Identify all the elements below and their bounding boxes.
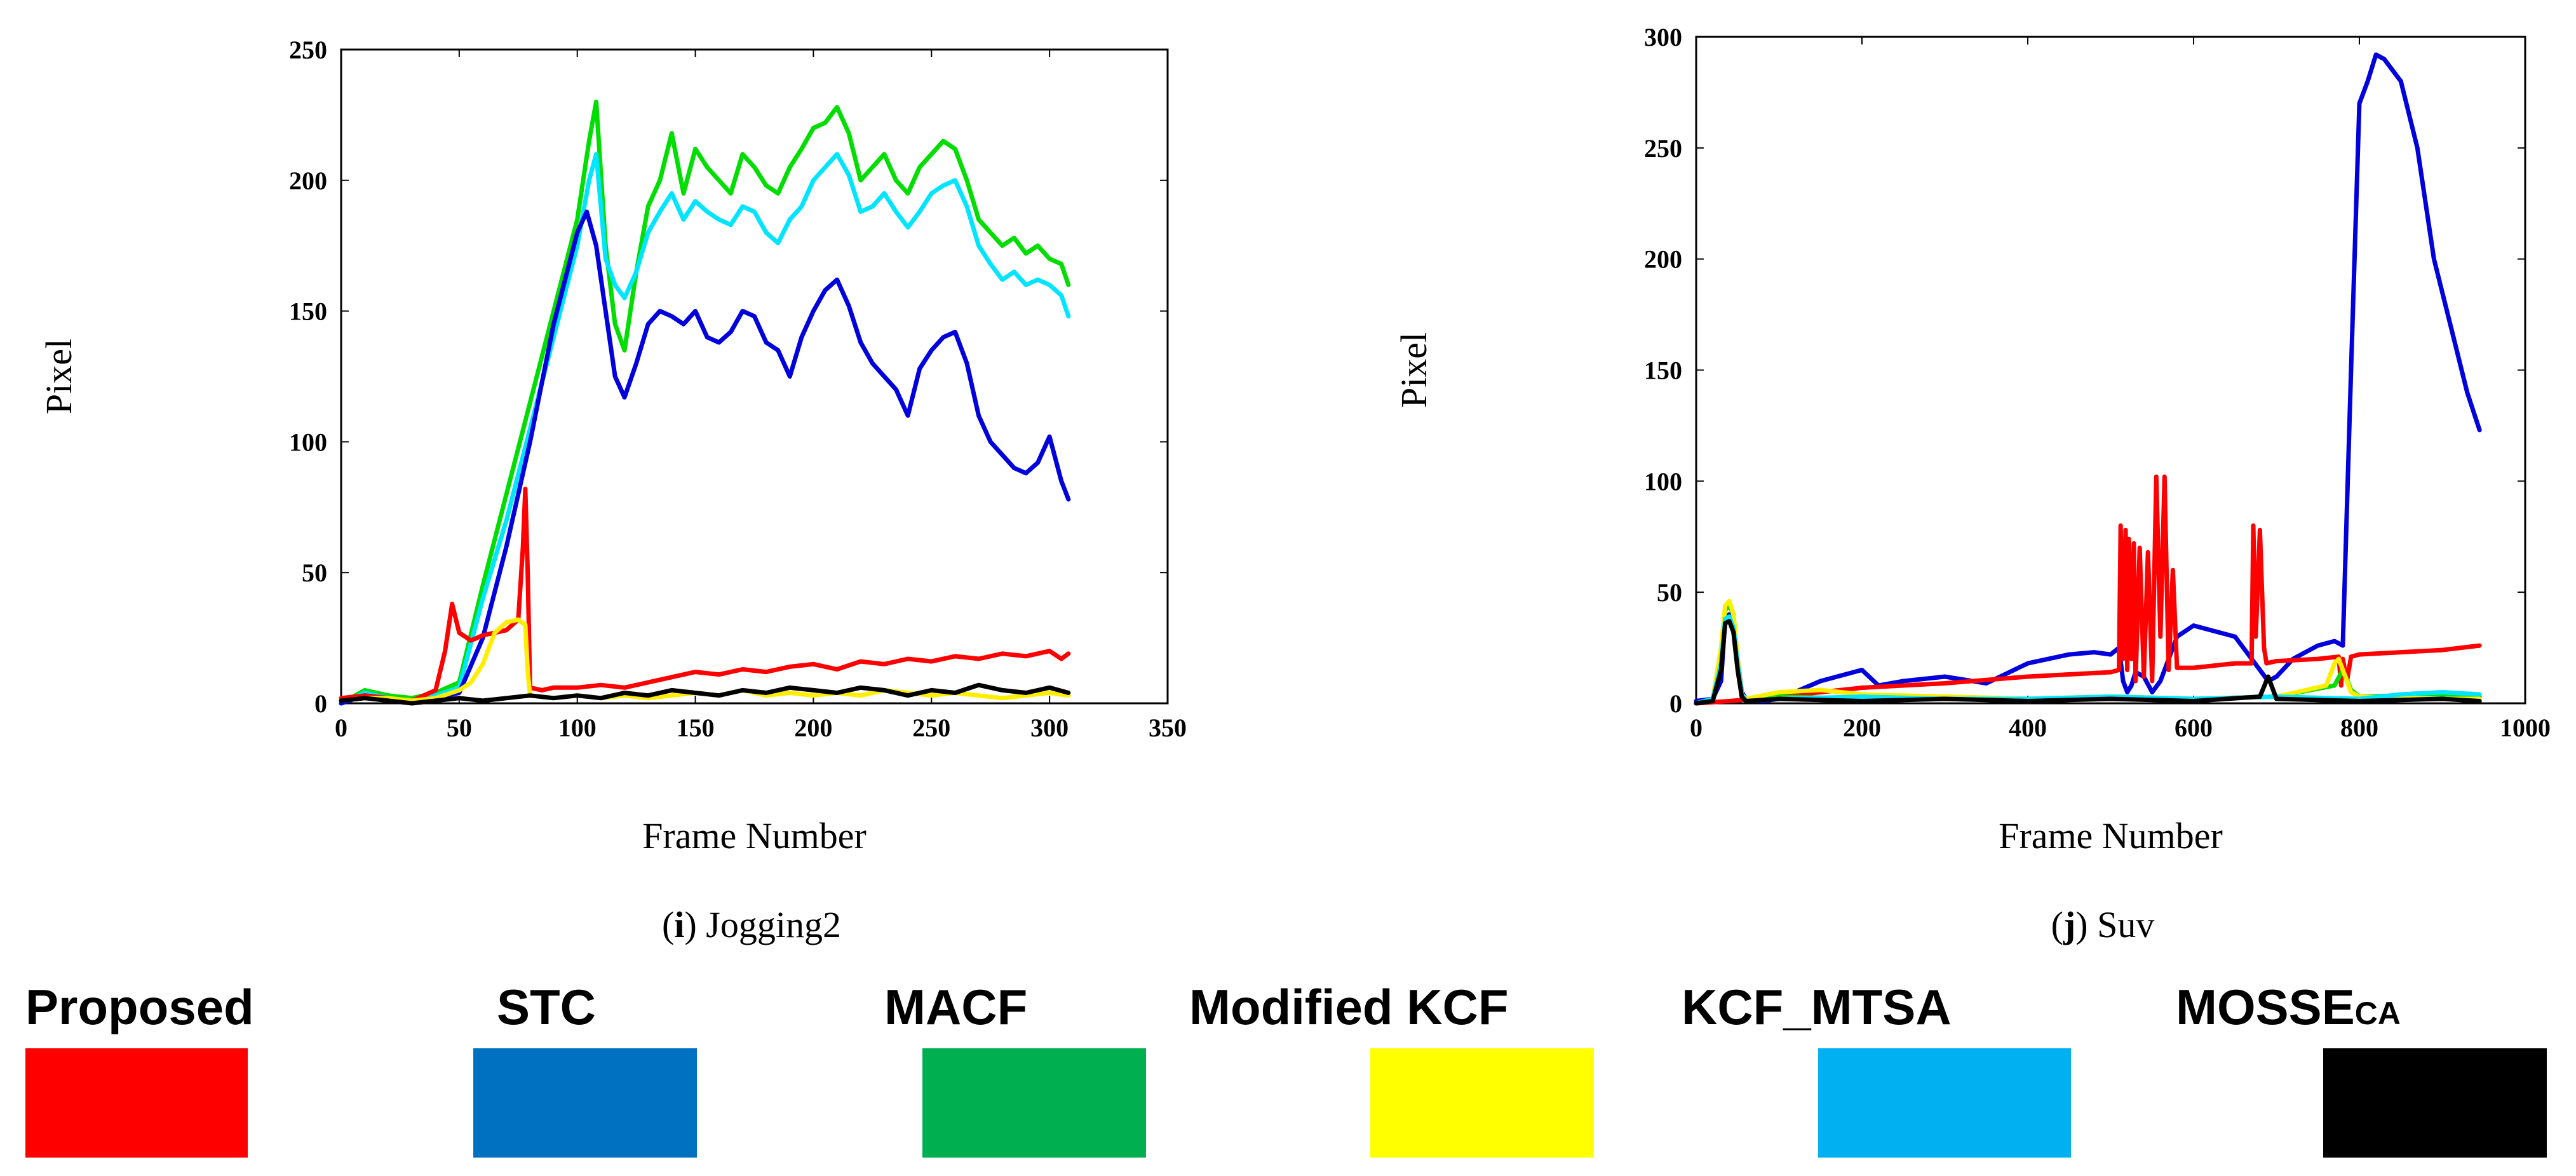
y-tick-label: 150	[1644, 356, 1682, 385]
legend-item-stc: STC	[473, 979, 697, 1158]
x-tick-label: 200	[1843, 713, 1881, 742]
y-tick-label: 200	[1644, 245, 1682, 274]
series-line-mosse-ca	[339, 682, 1071, 706]
x-tick-label: 250	[912, 713, 950, 742]
y-tick-label: 200	[289, 166, 327, 195]
svg-text:(i) Jogging2: (i) Jogging2	[662, 904, 841, 945]
x-tick-label: 600	[2175, 713, 2213, 742]
svg-text:(j) Suv: (j) Suv	[2051, 904, 2155, 945]
legend-label-subscript: CA	[2355, 996, 2401, 1031]
caption-suv: (j) Suv	[2051, 904, 2155, 945]
x-tick-label: 350	[1149, 713, 1187, 742]
x-tick-label: 1000	[2500, 713, 2551, 742]
y-tick-label: 250	[1644, 134, 1682, 163]
y-tick-label: 100	[289, 428, 327, 456]
x-axis-title: Frame Number	[642, 815, 867, 856]
legend-label: MOSSECA	[2176, 979, 2401, 1035]
caption-title: Jogging2	[706, 904, 841, 945]
x-tick-label: 400	[2009, 713, 2047, 742]
series-line-stc	[339, 209, 1071, 706]
x-tick-label: 200	[794, 713, 832, 742]
y-tick-label: 50	[1657, 578, 1682, 607]
legend-swatch	[1818, 1048, 2071, 1158]
series-line-modified-kcf	[339, 617, 1071, 703]
x-tick-label: 800	[2340, 713, 2378, 742]
x-tick-label: 0	[1690, 713, 1703, 742]
legend-swatch	[922, 1048, 1146, 1158]
series-line-mosse-ca	[1694, 619, 2482, 706]
caption-jogging2: (i) Jogging2	[662, 904, 841, 945]
y-tick-label: 100	[1644, 467, 1682, 496]
legend-label: STC	[497, 979, 596, 1035]
legend-item-modified-kcf: Modified KCF	[1189, 979, 1594, 1158]
legend: Proposed STC MACF Modified KCF KCF_MTSA …	[25, 979, 2547, 1158]
y-tick-label: 300	[1644, 23, 1682, 51]
caption-letter: j	[2063, 904, 2075, 945]
legend-item-macf: MACF	[884, 979, 1146, 1158]
x-tick-label: 100	[558, 713, 597, 742]
legend-item-proposed: Proposed	[25, 979, 254, 1158]
caption-title: Suv	[2097, 904, 2154, 945]
chart-suv: 0 200 400 600 800 1000 0 50 100 150 200 250 300 Frame…	[1393, 23, 2551, 856]
series-line-macf	[339, 99, 1071, 706]
y-tick-label: 250	[289, 36, 327, 64]
x-tick-label: 150	[677, 713, 715, 742]
y-tick-label: 0	[1669, 689, 1682, 718]
x-tick-label: 50	[447, 713, 472, 742]
legend-label: MACF	[884, 979, 1027, 1035]
legend-swatch	[473, 1048, 697, 1158]
legend-swatch	[2323, 1048, 2547, 1158]
x-axis-title: Frame Number	[1999, 815, 2223, 856]
chart-jogging2: 0 50 100 150 200 250 300 350 0 50 100 150 200 250 Fram…	[38, 36, 1187, 856]
x-tick-label: 0	[335, 713, 347, 742]
legend-label: Proposed	[25, 979, 254, 1035]
x-tick-label: 300	[1030, 713, 1069, 742]
plot-frame	[1695, 36, 2526, 705]
y-axis-title: Pixel	[1393, 332, 1434, 408]
y-tick-label: 150	[289, 297, 327, 326]
y-tick-label: 50	[302, 558, 327, 587]
legend-swatch	[1370, 1048, 1594, 1158]
series-line-proposed	[339, 487, 1071, 703]
legend-label: KCF_MTSA	[1682, 979, 1952, 1035]
y-tick-label: 0	[314, 689, 327, 718]
legend-label: Modified KCF	[1189, 979, 1509, 1035]
legend-item-mosse-ca: MOSSECA	[2176, 979, 2547, 1158]
y-axis-title: Pixel	[38, 339, 79, 414]
caption-letter: i	[674, 904, 684, 945]
legend-swatch	[25, 1048, 248, 1158]
plot-frame	[340, 48, 1169, 705]
legend-item-kcf-mtsa: KCF_MTSA	[1682, 979, 2071, 1158]
